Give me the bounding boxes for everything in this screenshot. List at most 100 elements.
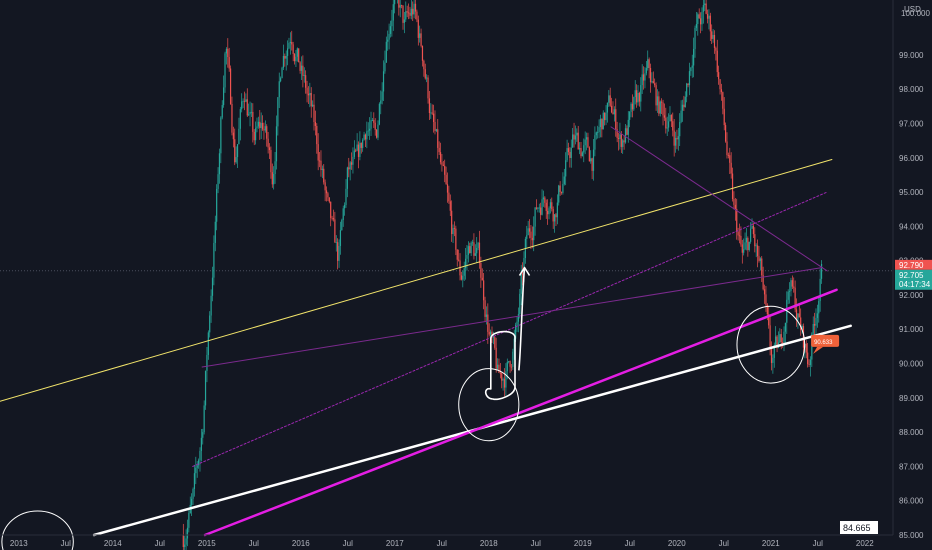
candle-body bbox=[463, 268, 465, 276]
candle-body bbox=[405, 11, 407, 20]
candle-body bbox=[218, 153, 221, 175]
candle-body bbox=[816, 313, 818, 318]
candle-body bbox=[381, 91, 383, 101]
candle-body bbox=[681, 104, 684, 111]
circle-2021[interactable] bbox=[736, 305, 806, 384]
candle-body bbox=[676, 137, 678, 140]
candle-body bbox=[741, 244, 743, 253]
candle-body bbox=[772, 357, 774, 363]
candle-body bbox=[374, 122, 376, 130]
y-tick-partial: 100.000 bbox=[901, 9, 930, 18]
candle-body bbox=[819, 278, 821, 302]
candle-body bbox=[377, 124, 379, 138]
candle-body bbox=[512, 351, 514, 367]
candle-body bbox=[510, 366, 513, 368]
candle-body bbox=[763, 289, 766, 295]
candle-body bbox=[199, 450, 201, 461]
y-tick-label: 88.000 bbox=[899, 428, 924, 437]
candle-body bbox=[642, 74, 645, 81]
candle-body bbox=[501, 373, 503, 381]
candle-body bbox=[412, 8, 414, 15]
candle-body bbox=[705, 3, 707, 14]
x-tick-label: 2015 bbox=[198, 539, 216, 548]
candle-body bbox=[738, 235, 741, 237]
candle-body bbox=[649, 67, 652, 83]
rebound-bracket[interactable] bbox=[485, 330, 516, 401]
candle-body bbox=[521, 273, 524, 275]
candle-body bbox=[745, 237, 748, 243]
candle-body bbox=[331, 217, 333, 219]
candle-body bbox=[217, 174, 219, 189]
candle-body bbox=[281, 67, 283, 79]
candle-body bbox=[318, 160, 321, 162]
candle-body bbox=[616, 129, 618, 138]
candle-body bbox=[691, 65, 693, 68]
candle-body bbox=[750, 228, 752, 242]
candle-body bbox=[751, 225, 753, 229]
candle-body bbox=[517, 314, 520, 322]
candle-body bbox=[613, 109, 615, 115]
magenta-support-line[interactable] bbox=[203, 288, 838, 537]
candle-body bbox=[289, 41, 291, 43]
candle-body bbox=[545, 202, 547, 211]
candle-body bbox=[432, 113, 435, 122]
breakout-arrow[interactable] bbox=[518, 267, 526, 371]
candle-body bbox=[815, 317, 817, 326]
candle-body bbox=[599, 118, 602, 128]
candle-body bbox=[342, 208, 344, 220]
candle-body bbox=[488, 331, 490, 335]
circle-2018[interactable] bbox=[458, 368, 520, 442]
time-axis[interactable]: 2013 Jul 2014 Jul 2015 Jul 2016 Jul 2017 Jul 2018 J… bbox=[10, 539, 874, 548]
purple-thin-line-2[interactable] bbox=[610, 126, 828, 272]
candle-body bbox=[528, 228, 531, 232]
candle-body bbox=[740, 235, 742, 245]
candle-body bbox=[382, 71, 385, 92]
candle-body bbox=[672, 121, 674, 131]
candle-body bbox=[451, 210, 453, 235]
candle-body bbox=[719, 79, 721, 90]
candle-body bbox=[387, 39, 389, 42]
candle-body bbox=[307, 93, 310, 96]
candle-body bbox=[527, 228, 529, 236]
candle-body bbox=[303, 75, 305, 76]
candle-body bbox=[231, 104, 233, 133]
candle-body bbox=[437, 129, 439, 148]
candle-body bbox=[727, 155, 729, 156]
purple-thin-line-1[interactable] bbox=[201, 267, 823, 368]
candle-body bbox=[553, 214, 556, 222]
candle-body bbox=[256, 126, 258, 129]
callout-box bbox=[811, 334, 840, 347]
candle-body bbox=[585, 137, 588, 140]
x-tick-label: 2022 bbox=[856, 539, 874, 548]
candle-body bbox=[257, 121, 259, 127]
candle-body bbox=[606, 102, 609, 113]
candle-body bbox=[416, 11, 418, 20]
candle-body bbox=[195, 467, 197, 474]
candle-body bbox=[701, 11, 703, 25]
y-tick-label: 85.000 bbox=[899, 531, 924, 540]
purple-dotted-line[interactable] bbox=[192, 191, 828, 467]
candle-body bbox=[316, 125, 318, 145]
candle-body bbox=[748, 241, 750, 251]
candle-body bbox=[355, 150, 357, 152]
candle-body bbox=[278, 81, 280, 98]
candle-body bbox=[598, 127, 600, 133]
yellow-trendline[interactable] bbox=[0, 158, 833, 402]
candle-body bbox=[686, 83, 688, 97]
candle-body bbox=[677, 136, 679, 140]
circle-2013[interactable] bbox=[1, 510, 74, 550]
price-axis[interactable]: USD 100.000 99.000 98.000 97.000 96.000 95.0… bbox=[899, 5, 930, 540]
candle-body bbox=[679, 122, 681, 137]
candle-body bbox=[573, 134, 575, 140]
candle-body bbox=[353, 150, 355, 157]
candle-body bbox=[538, 207, 540, 209]
candle-body bbox=[541, 199, 543, 215]
candle-body bbox=[605, 112, 607, 121]
candle-body bbox=[346, 167, 348, 189]
candle-body bbox=[359, 142, 361, 157]
candle-body bbox=[516, 321, 518, 325]
candle-body bbox=[577, 132, 579, 150]
x-tick-label: 2019 bbox=[574, 539, 592, 548]
candle-body bbox=[300, 65, 303, 71]
